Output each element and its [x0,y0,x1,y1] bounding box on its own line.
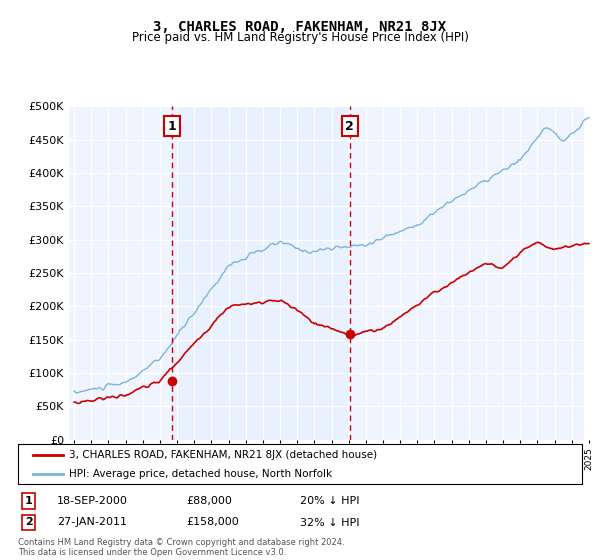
Text: £88,000: £88,000 [186,496,232,506]
Text: HPI: Average price, detached house, North Norfolk: HPI: Average price, detached house, Nort… [69,469,332,479]
Text: 2: 2 [346,120,354,133]
Text: 27-JAN-2011: 27-JAN-2011 [57,517,127,528]
Text: Contains HM Land Registry data © Crown copyright and database right 2024.
This d: Contains HM Land Registry data © Crown c… [18,538,344,557]
Text: 3, CHARLES ROAD, FAKENHAM, NR21 8JX (detached house): 3, CHARLES ROAD, FAKENHAM, NR21 8JX (det… [69,450,377,460]
Text: 18-SEP-2000: 18-SEP-2000 [57,496,128,506]
Bar [584,106,594,440]
Text: 3, CHARLES ROAD, FAKENHAM, NR21 8JX: 3, CHARLES ROAD, FAKENHAM, NR21 8JX [154,20,446,34]
Bar [172,106,350,440]
Text: 2: 2 [25,517,32,528]
Text: 1: 1 [25,496,32,506]
Text: Price paid vs. HM Land Registry's House Price Index (HPI): Price paid vs. HM Land Registry's House … [131,31,469,44]
Text: £158,000: £158,000 [186,517,239,528]
Text: 20% ↓ HPI: 20% ↓ HPI [300,496,359,506]
Text: 32% ↓ HPI: 32% ↓ HPI [300,517,359,528]
Text: 1: 1 [168,120,176,133]
